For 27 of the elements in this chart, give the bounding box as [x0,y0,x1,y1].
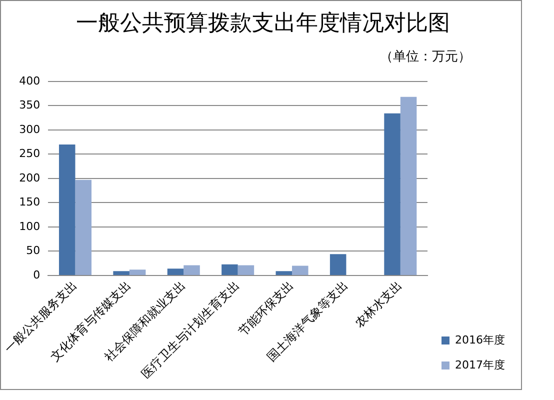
bar [184,265,200,275]
y-tick-label: 0 [33,268,40,282]
bar [167,268,184,275]
bar [400,96,417,275]
y-tick-label: 100 [19,220,40,233]
y-tick-label: 50 [26,244,40,258]
bar [238,265,254,275]
y-tick-label: 250 [19,147,40,160]
bar [330,254,346,275]
bar [222,264,238,275]
chart-title: 一般公共预算拨款支出年度情况对比图 [76,10,450,36]
bar [75,180,92,275]
bar [276,271,292,275]
y-tick-label: 350 [19,98,40,112]
y-tick-label: 300 [19,122,40,136]
bar [384,113,400,275]
bar [113,271,130,275]
y-tick-label: 400 [19,74,40,88]
bar [58,144,76,275]
legend-label: 2017年度 [455,358,506,372]
y-tick-label: 200 [19,171,40,184]
bar [292,266,308,275]
y-tick-label: 150 [19,196,40,209]
x-tick-label: 农林水支出 [352,278,405,330]
text: （单位：万元） [380,49,471,64]
bar [129,270,146,275]
legend-label: 2016年度 [455,333,506,346]
